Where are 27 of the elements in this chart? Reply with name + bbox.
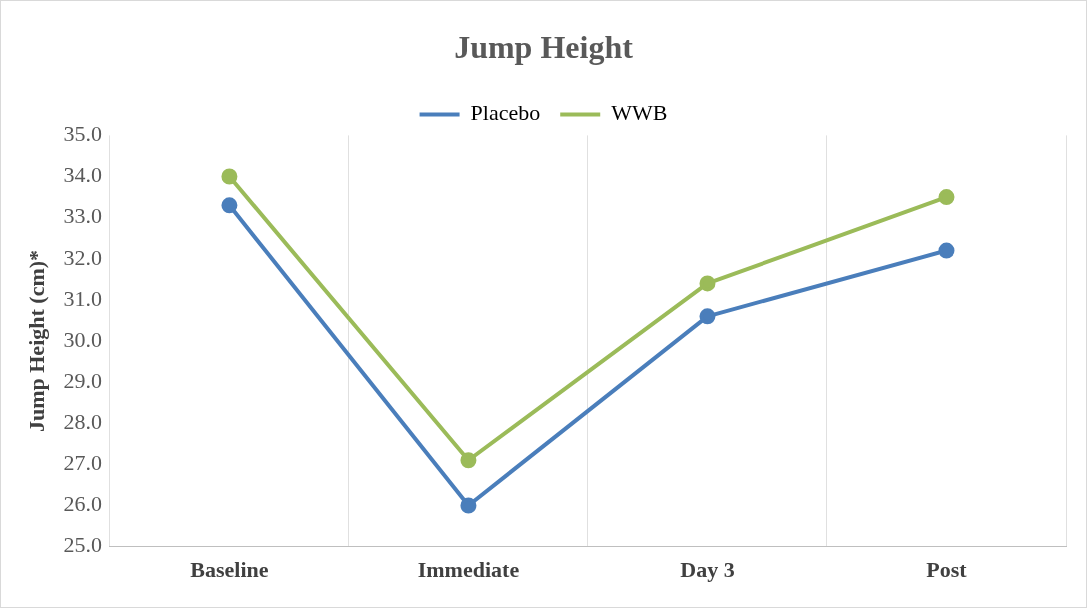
x-tick-label: Baseline (190, 557, 269, 583)
y-tick-label: 27.0 (63, 450, 102, 476)
y-axis-title: Jump Height (cm)* (23, 249, 49, 433)
y-tick-label: 26.0 (63, 491, 102, 517)
y-tick-label: 29.0 (63, 367, 102, 393)
y-tick-label: 25.0 (63, 532, 102, 558)
point (221, 168, 238, 185)
x-tick-label: Day 3 (680, 557, 735, 583)
point (938, 189, 955, 206)
y-tick-label: 31.0 (63, 285, 102, 311)
legend-label: WWB (611, 100, 668, 126)
x-tick-label: Immediate (417, 557, 520, 583)
y-tick-label: 33.0 (63, 203, 102, 229)
legend-label: Placebo (470, 100, 541, 126)
x-tick-label: Post (926, 557, 968, 583)
y-tick-label: 32.0 (63, 244, 102, 270)
y-tick-label: 34.0 (63, 162, 102, 188)
chart-title: Jump Height (454, 29, 634, 66)
point (938, 242, 955, 259)
point (221, 197, 238, 214)
point (460, 497, 477, 514)
y-tick-label: 35.0 (63, 121, 102, 147)
point (699, 308, 716, 325)
point (460, 452, 477, 469)
y-tick-label: 30.0 (63, 326, 102, 352)
y-tick-label: 28.0 (63, 409, 102, 435)
point (699, 275, 716, 292)
